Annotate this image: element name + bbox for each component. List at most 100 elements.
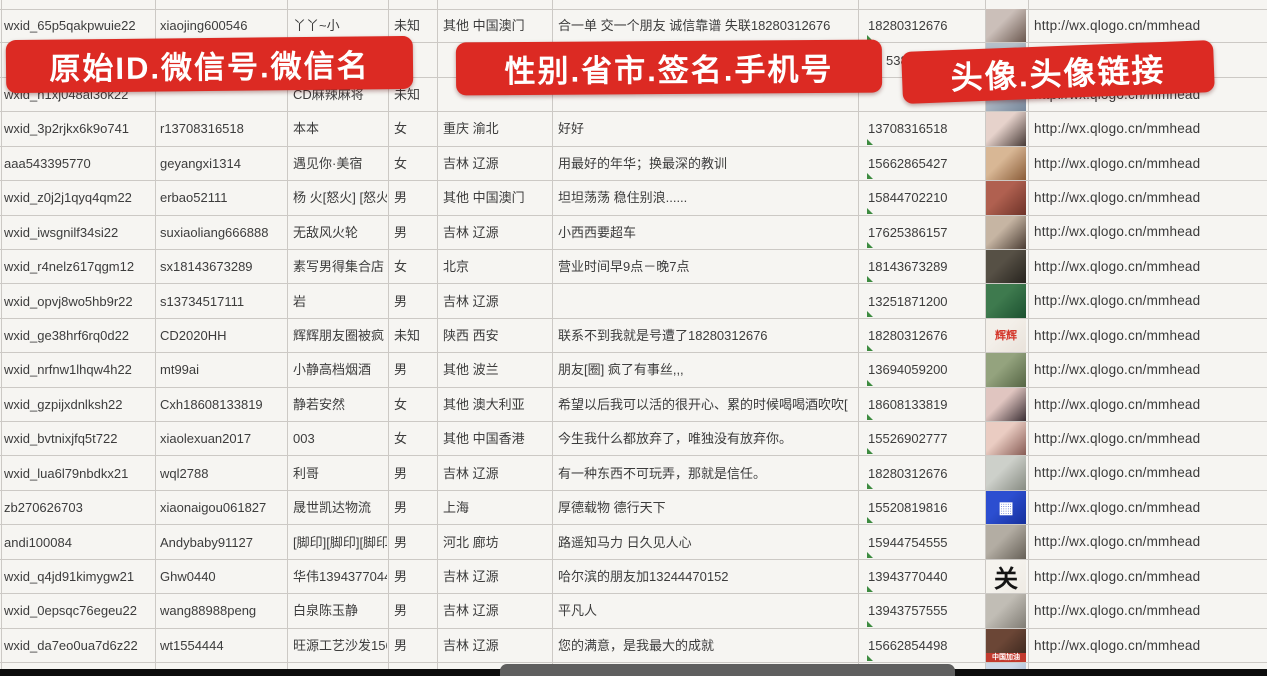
cell-gender[interactable]: 女 [392,250,436,283]
cell-signature[interactable]: 联系不到我就是号遭了18280312676 [556,319,857,352]
cell-avatar-link[interactable]: http://wx.qlogo.cn/mmhead [1032,594,1267,627]
cell-region[interactable]: 吉林 辽源 [441,284,551,317]
cell-account[interactable]: sx18143673289 [158,250,286,283]
cell-account[interactable]: Ghw0440 [158,560,286,593]
cell-avatar-link[interactable]: http://wx.qlogo.cn/mmhead [1032,250,1267,283]
cell-avatar-link[interactable]: http://wx.qlogo.cn/mmhead [1032,353,1267,386]
cell-gender[interactable]: 女 [392,147,436,180]
cell-wxid[interactable]: wxid_z0j2j1qyq4qm22 [2,181,154,214]
cell-signature[interactable] [556,284,857,317]
avatar[interactable] [986,422,1026,456]
cell-name[interactable]: 小静高档烟酒 [291,353,387,386]
cell-gender[interactable]: 男 [392,629,436,662]
cell-phone[interactable]: 18280312676 [866,319,984,352]
avatar[interactable] [986,146,1026,181]
cell-phone[interactable]: 13251871200 [866,284,984,317]
cell-avatar-link[interactable]: http://wx.qlogo.cn/mmhead [1032,147,1267,180]
cell-phone[interactable]: 13694059200 [866,353,984,386]
cell-phone[interactable]: 18280312676 [866,9,984,42]
avatar[interactable]: 关 [986,559,1026,594]
cell-region[interactable]: 吉林 辽源 [441,594,551,627]
cell-region[interactable]: 其他 中国香港 [441,422,551,455]
cell-phone[interactable]: 18608133819 [866,388,984,421]
cell-region[interactable]: 河北 廊坊 [441,525,551,558]
avatar[interactable]: 辉辉 [986,318,1026,353]
cell-region[interactable]: 吉林 辽源 [441,456,551,489]
cell-name[interactable]: 静若安然 [291,388,387,421]
cell-name[interactable]: 丫丫~小 [291,9,387,42]
cell-wxid[interactable]: wxid_0epsqc76egeu22 [2,594,154,627]
cell-signature[interactable]: 朋友[圈] 疯了有事丝,,, [556,353,857,386]
cell-signature[interactable]: 哈尔滨的朋友加13244470152 [556,560,857,593]
cell-avatar-link[interactable]: http://wx.qlogo.cn/mmhead [1032,284,1267,317]
cell-avatar-link[interactable]: http://wx.qlogo.cn/mmhead [1032,422,1267,455]
cell-account[interactable]: CD2020HH [158,319,286,352]
cell-avatar-link[interactable]: http://wx.qlogo.cn/mmhead [1032,456,1267,489]
cell-avatar-link[interactable]: http://wx.qlogo.cn/mmhead [1032,560,1267,593]
cell-gender[interactable]: 未知 [392,78,436,111]
cell-gender[interactable]: 男 [392,216,436,249]
avatar[interactable]: ▦ [986,490,1026,525]
cell-gender[interactable]: 男 [392,353,436,386]
cell-region[interactable]: 吉林 辽源 [441,147,551,180]
cell-gender[interactable]: 男 [392,525,436,558]
cell-region[interactable]: 上海 [441,491,551,524]
cell-wxid[interactable]: aaa543395770 [2,147,154,180]
cell-gender[interactable]: 男 [392,560,436,593]
avatar[interactable] [986,387,1026,422]
cell-wxid[interactable]: wxid_3p2rjkx6k9o741 [2,112,154,145]
cell-account[interactable]: Cxh18608133819 [158,388,286,421]
cell-wxid[interactable]: wxid_q4jd91kimygw21 [2,560,154,593]
cell-name[interactable]: 辉辉朋友圈被疯 [291,319,387,352]
avatar[interactable] [986,284,1026,318]
cell-phone[interactable]: 13708316518 [866,112,984,145]
cell-signature[interactable]: 用最好的年华；换最深的教训 [556,147,857,180]
cell-account[interactable]: xiaojing600546 [158,9,286,42]
cell-phone[interactable]: 15944754555 [866,525,984,558]
cell-region[interactable]: 北京 [441,250,551,283]
cell-phone[interactable]: 18143673289 [866,250,984,283]
cell-name[interactable]: 华伟13943770440 [291,560,387,593]
avatar[interactable] [986,181,1026,215]
cell-region[interactable]: 其他 波兰 [441,353,551,386]
cell-signature[interactable]: 希望以后我可以活的很开心、累的时候喝喝酒吹吹[ [556,388,857,421]
cell-phone[interactable]: 15526902777 [866,422,984,455]
cell-name[interactable]: [脚印][脚印][脚印][脚E [291,525,387,558]
cell-account[interactable]: erbao52111 [158,181,286,214]
cell-name[interactable]: 无敌风火轮 [291,216,387,249]
cell-signature[interactable]: 坦坦荡荡 稳住别浪...... [556,181,857,214]
cell-phone[interactable]: 15844702210 [866,181,984,214]
cell-gender[interactable]: 未知 [392,319,436,352]
avatar[interactable] [986,112,1026,146]
cell-region[interactable]: 其他 中国澳门 [441,9,551,42]
avatar[interactable] [986,456,1026,490]
cell-wxid[interactable]: wxid_gzpijxdnlksh22 [2,388,154,421]
cell-signature[interactable]: 您的满意，是我最大的成就 [556,629,857,662]
cell-avatar-link[interactable]: http://wx.qlogo.cn/mmhead [1032,112,1267,145]
cell-signature[interactable]: 今生我什么都放弃了，唯独没有放弃你。 [556,422,857,455]
avatar[interactable] [986,9,1026,43]
cell-gender[interactable]: 男 [392,491,436,524]
cell-wxid[interactable]: wxid_bvtnixjfq5t722 [2,422,154,455]
cell-wxid[interactable]: wxid_r4nelz617qgm12 [2,250,154,283]
cell-signature[interactable]: 平凡人 [556,594,857,627]
cell-account[interactable]: s13734517111 [158,284,286,317]
cell-avatar-link[interactable]: http://wx.qlogo.cn/mmhead [1032,181,1267,214]
cell-name[interactable]: 旺源工艺沙发15662854 [291,629,387,662]
cell-account[interactable]: suxiaoliang666888 [158,216,286,249]
cell-gender[interactable]: 女 [392,422,436,455]
cell-phone[interactable]: 15662865427 [866,147,984,180]
cell-wxid[interactable]: andi100084 [2,525,154,558]
cell-avatar-link[interactable]: http://wx.qlogo.cn/mmhead [1032,216,1267,249]
cell-signature[interactable]: 有一种东西不可玩弄，那就是信任。 [556,456,857,489]
cell-region[interactable]: 吉林 辽源 [441,629,551,662]
cell-phone[interactable]: 18280312676 [866,456,984,489]
cell-name[interactable]: 利哥 [291,456,387,489]
cell-wxid[interactable]: wxid_lua6l79nbdkx21 [2,456,154,489]
cell-name[interactable]: 003 [291,422,387,455]
cell-account[interactable]: wt1554444 [158,629,286,662]
cell-name[interactable]: 岩 [291,284,387,317]
cell-account[interactable]: r13708316518 [158,112,286,145]
cell-phone[interactable]: 15662854498 [866,629,984,662]
cell-account[interactable]: xiaonaigou061827 [158,491,286,524]
